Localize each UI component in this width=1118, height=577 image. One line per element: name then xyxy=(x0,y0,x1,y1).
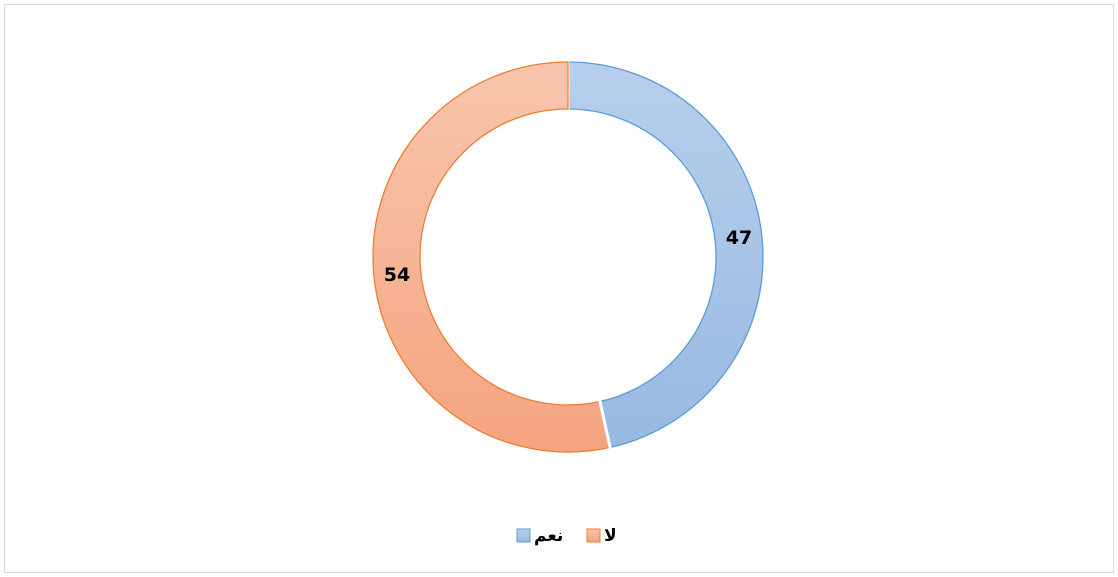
segment-gap xyxy=(598,399,613,450)
legend-label: نعم xyxy=(534,526,563,546)
legend-label: لا xyxy=(604,526,617,546)
legend-swatch xyxy=(586,528,601,543)
legend-swatch xyxy=(516,528,531,543)
donut-segment xyxy=(372,61,611,453)
donut-segment xyxy=(567,61,764,449)
data-label: 54 xyxy=(384,264,410,286)
data-label: 47 xyxy=(726,227,752,249)
